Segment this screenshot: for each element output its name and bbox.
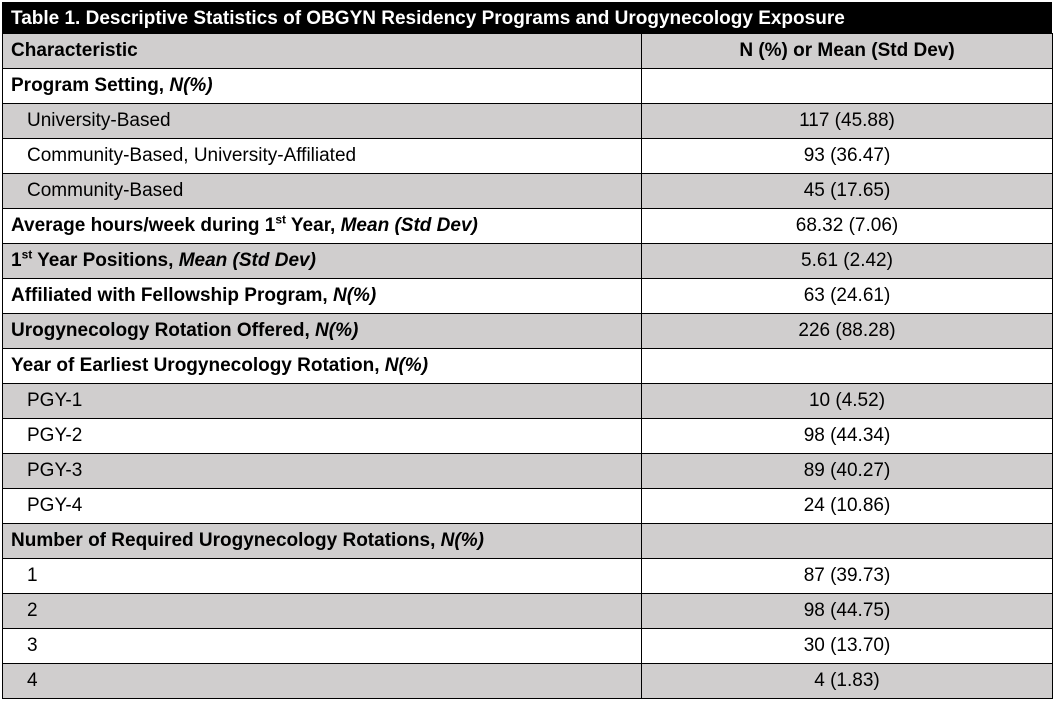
label-text: 2 — [27, 600, 38, 621]
label-text: 1 — [27, 565, 38, 586]
row-value: 226 (88.28) — [641, 313, 1053, 349]
label-text: Community-Based — [27, 180, 184, 201]
table-row: 3 30 (13.70) — [2, 628, 1053, 664]
unit-label: Mean (Std Dev) — [340, 215, 478, 236]
row-category-label: 1st Year Positions, Mean (Std Dev) — [2, 243, 642, 279]
table-row: Community-Based 45 (17.65) — [2, 173, 1053, 209]
label-text: PGY-3 — [27, 460, 83, 481]
row-subcategory-label: 1 — [2, 558, 642, 594]
header-row: Characteristic N (%) or Mean (Std Dev) — [2, 33, 1053, 69]
label-text: PGY-2 — [27, 425, 83, 446]
row-value: 30 (13.70) — [641, 628, 1053, 664]
row-category-label: Average hours/week during 1st Year, Mean… — [2, 208, 642, 244]
row-value — [641, 523, 1053, 559]
row-value: 87 (39.73) — [641, 558, 1053, 594]
label-text: 4 — [27, 670, 38, 691]
unit-label: N(%) — [332, 285, 377, 306]
row-subcategory-label: 2 — [2, 593, 642, 629]
row-value — [641, 68, 1053, 104]
label-text: Number of Required Urogynecology Rotatio… — [11, 530, 441, 551]
row-value: 93 (36.47) — [641, 138, 1053, 174]
row-value — [641, 348, 1053, 384]
table-row: Number of Required Urogynecology Rotatio… — [2, 523, 1053, 559]
row-value: 89 (40.27) — [641, 453, 1053, 489]
row-category-label: Number of Required Urogynecology Rotatio… — [2, 523, 642, 559]
row-value: 98 (44.75) — [641, 593, 1053, 629]
ordinal-superscript: st — [275, 212, 286, 227]
table-row: 1st Year Positions, Mean (Std Dev) 5.61 (… — [2, 243, 1053, 279]
unit-label: N(%) — [384, 355, 429, 376]
unit-label: N(%) — [440, 530, 484, 551]
table-row: PGY-4 24 (10.86) — [2, 488, 1053, 524]
table-row: University-Based 117 (45.88) — [2, 103, 1053, 139]
row-value: 98 (44.34) — [641, 418, 1053, 454]
label-text: Community-Based, University-Affiliated — [27, 145, 357, 166]
row-subcategory-label: 3 — [2, 628, 642, 664]
label-text: Urogynecology Rotation Offered, — [11, 320, 316, 341]
table-row: 4 4 (1.83) — [2, 663, 1053, 699]
row-value: 10 (4.52) — [641, 383, 1053, 419]
row-value: 24 (10.86) — [641, 488, 1053, 524]
row-subcategory-label: Community-Based, University-Affiliated — [2, 138, 642, 174]
label-text: University-Based — [27, 110, 171, 131]
row-category-label: Year of Earliest Urogynecology Rotation,… — [2, 348, 642, 384]
label-text: PGY-4 — [27, 495, 83, 516]
label-text: PGY-1 — [27, 390, 83, 411]
row-category-label: Affiliated with Fellowship Program, N(%) — [2, 278, 642, 314]
label-text: 3 — [27, 635, 38, 656]
row-value: 68.32 (7.06) — [641, 208, 1053, 244]
unit-label: N(%) — [315, 320, 359, 341]
table-title: Table 1. Descriptive Statistics of OBGYN… — [2, 2, 1052, 33]
label-text: Year of Earliest Urogynecology Rotation, — [11, 355, 385, 376]
table-row: Year of Earliest Urogynecology Rotation,… — [2, 348, 1053, 384]
table-row: PGY-1 10 (4.52) — [2, 383, 1053, 419]
label-prefix: 1 — [11, 250, 22, 271]
table-body: Program Setting, N(%) University-Based 117… — [2, 68, 1053, 699]
row-value: 45 (17.65) — [641, 173, 1053, 209]
row-subcategory-label: PGY-1 — [2, 383, 642, 419]
row-subcategory-label: PGY-4 — [2, 488, 642, 524]
unit-label: Mean (Std Dev) — [178, 250, 316, 271]
label-text: Affiliated with Fellowship Program, — [11, 285, 333, 306]
column-header-characteristic: Characteristic — [2, 33, 642, 69]
row-category-label: Urogynecology Rotation Offered, N(%) — [2, 313, 642, 349]
ordinal-superscript: st — [21, 247, 33, 262]
unit-label: N(%) — [169, 75, 213, 96]
row-value: 117 (45.88) — [641, 103, 1053, 139]
table-row: Community-Based, University-Affiliated 93… — [2, 138, 1053, 174]
label-prefix: Average hours/week during 1 — [11, 215, 276, 236]
row-category-label: Program Setting, N(%) — [2, 68, 642, 104]
label-text: Year, — [286, 215, 341, 236]
row-value: 4 (1.83) — [641, 663, 1053, 699]
row-value: 5.61 (2.42) — [641, 243, 1053, 279]
table-container: Table 1. Descriptive Statistics of OBGYN… — [2, 2, 1053, 699]
column-header-value: N (%) or Mean (Std Dev) — [641, 33, 1053, 69]
label-text: Program Setting, — [11, 75, 170, 96]
row-subcategory-label: University-Based — [2, 103, 642, 139]
label-text: Year Positions, — [32, 250, 179, 271]
row-subcategory-label: PGY-3 — [2, 453, 642, 489]
table-row: 1 87 (39.73) — [2, 558, 1053, 594]
row-subcategory-label: Community-Based — [2, 173, 642, 209]
table-row: PGY-2 98 (44.34) — [2, 418, 1053, 454]
table-row: Program Setting, N(%) — [2, 68, 1053, 104]
table-row: Average hours/week during 1st Year, Mean… — [2, 208, 1053, 244]
row-value: 63 (24.61) — [641, 278, 1053, 314]
row-subcategory-label: 4 — [2, 663, 642, 699]
table-row: Affiliated with Fellowship Program, N(%)… — [2, 278, 1053, 314]
table-row: 2 98 (44.75) — [2, 593, 1053, 629]
table-row: Urogynecology Rotation Offered, N(%) 226 … — [2, 313, 1053, 349]
stats-table: Characteristic N (%) or Mean (Std Dev) P… — [2, 33, 1053, 699]
row-subcategory-label: PGY-2 — [2, 418, 642, 454]
table-row: PGY-3 89 (40.27) — [2, 453, 1053, 489]
